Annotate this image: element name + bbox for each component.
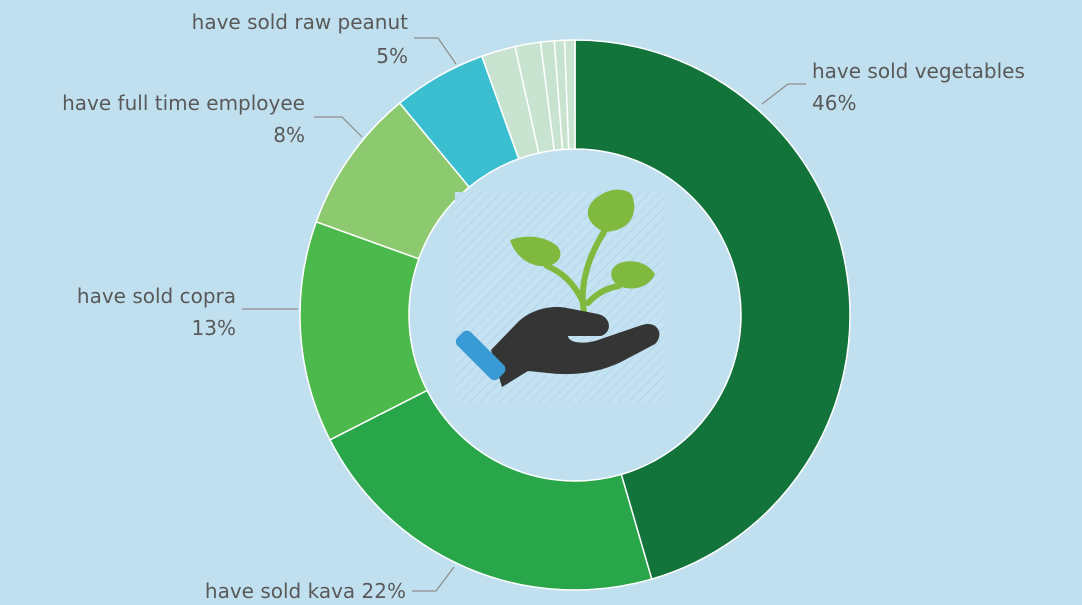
slice-value-have-sold-vegetables: 46% [812,91,856,115]
hand-holding-plant-icon [455,189,665,402]
donut-slices [299,39,851,591]
donut-slice-have-sold-kava [328,389,653,591]
leader-line-have-sold-vegetables [761,83,806,105]
donut-slice-have-sold-vegetables [574,39,851,581]
leader-line-have-sold-kava [412,566,455,592]
leader-line-have-sold-raw-peanut [414,37,457,65]
slice-label-have-sold-vegetables: have sold vegetables [812,59,1025,83]
donut-slice-minor-9 [563,39,576,150]
slice-label-have-sold-kava: have sold kava 22% [205,579,406,603]
slice-value-have-sold-raw-peanut: 5% [376,44,408,68]
slice-label-have-full-time-employee: have full time employee [62,91,305,115]
slice-value-have-full-time-employee: 8% [273,123,305,147]
slice-label-have-sold-copra: have sold copra [77,284,236,308]
slice-value-have-sold-copra: 13% [192,316,236,340]
leader-lines [242,37,806,592]
leader-line-have-full-time-employee [314,116,363,138]
slice-label-have-sold-raw-peanut: have sold raw peanut [192,10,408,34]
slice-labels: have sold vegetables 46% have sold kava 22… [62,10,1025,603]
